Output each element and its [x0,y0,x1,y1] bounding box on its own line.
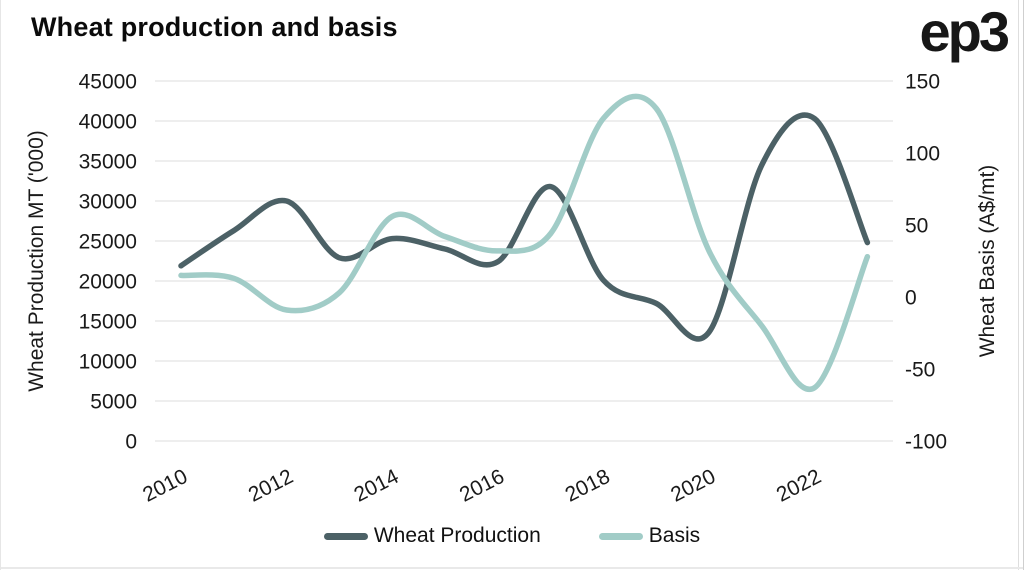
y-left-tick-label: 25000 [79,231,137,254]
legend-item-wheat-production: Wheat Production [323,524,541,548]
y-right-tick-label: 0 [905,287,917,310]
y-left-tick-label: 45000 [79,71,137,94]
chart-legend: Wheat Production Basis [1,521,1023,551]
x-tick-label: 2016 [456,465,508,507]
y-left-tick-label: 30000 [79,191,137,214]
x-tick-label: 2022 [773,465,825,507]
x-tick-label: 2014 [350,465,402,507]
gridlines [155,80,893,442]
wheat-production-line-swatch [323,532,368,540]
y-left-tick-label: 35000 [79,151,137,174]
series-lines [178,93,871,393]
bottom-edge-line [1,567,1023,569]
series-line-basis [178,93,871,393]
right-edge-line [1018,0,1019,570]
y-left-tick-label: 0 [125,431,137,454]
ep3-logo: ep3 [919,0,1010,63]
y-right-tick-label: -50 [905,359,935,382]
legend-label-wheat-production: Wheat Production [373,524,541,547]
legend-label-basis: Basis [648,524,701,547]
y-right-tick-label: -100 [905,431,947,454]
x-tick-label: 2010 [139,465,191,507]
basis-line-swatch [598,532,643,540]
x-tick-label: 2018 [562,465,614,507]
series-line-wheat-production [178,112,871,342]
y-right-tick-label: 150 [905,71,940,94]
y-axis-left-tick-labels: 45000 40000 35000 30000 25000 20000 15000 10000… [79,71,137,454]
y-left-tick-label: 40000 [79,111,137,134]
x-axis-tick-labels: 2010 2012 2014 2016 2018 2020 2022 [139,465,825,507]
y-right-tick-label: 50 [905,215,928,238]
legend-item-basis: Basis [598,524,701,548]
x-tick-label: 2012 [245,465,297,507]
chart-title: Wheat production and basis [31,12,398,42]
y-right-tick-label: 100 [905,143,940,166]
y-axis-right-tick-labels: 150 100 50 0 -50 -100 [905,71,947,454]
x-tick-label: 2020 [667,465,719,507]
y-left-tick-label: 20000 [79,271,137,294]
y-left-tick-label: 10000 [79,351,137,374]
y-left-tick-label: 15000 [79,311,137,334]
y-left-tick-label: 5000 [90,391,137,414]
